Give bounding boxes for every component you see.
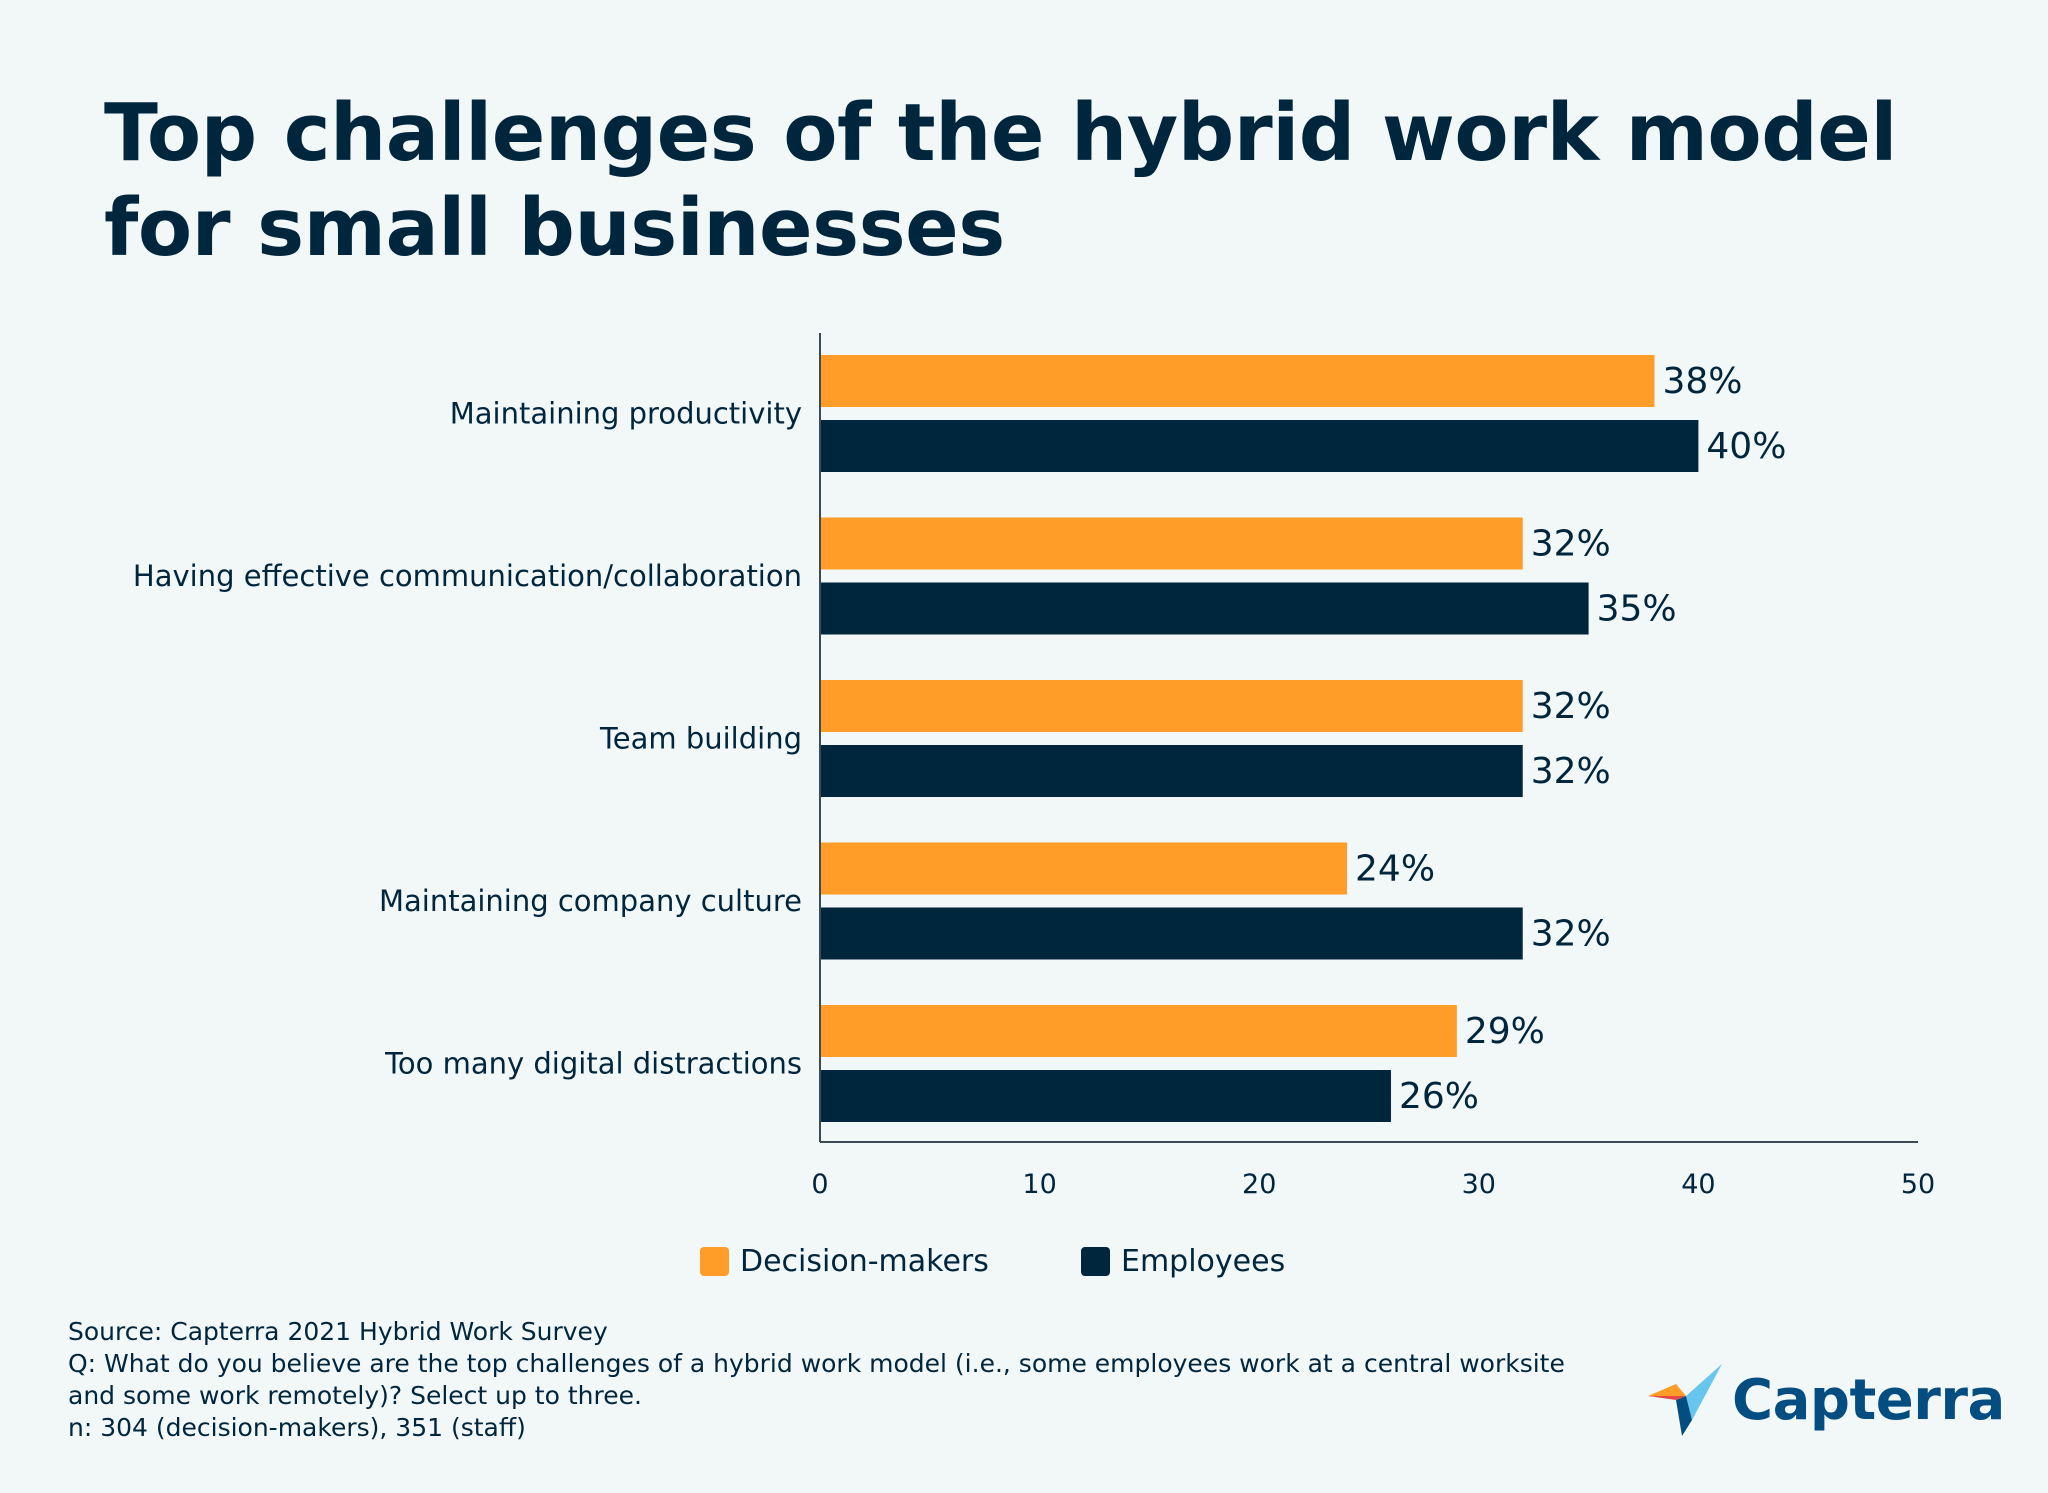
survey-question-line-2: and some work remotely)? Select up to th… — [68, 1381, 642, 1410]
bar-employees-team-building — [820, 745, 1523, 797]
bar-decision-makers-maintaining-productivity — [820, 355, 1655, 407]
category-label-maintaining-company-culture: Maintaining company culture — [379, 884, 802, 918]
survey-question-line-1: Q: What do you believe are the top chall… — [68, 1349, 1565, 1378]
data-label-decision-makers-too-many-digital-distractions: 29% — [1465, 1011, 1545, 1052]
source-line: Source: Capterra 2021 Hybrid Work Survey — [68, 1317, 608, 1346]
bar-employees-too-many-digital-distractions — [820, 1070, 1391, 1122]
data-label-employees-having-effective-communication-collaboration: 35% — [1597, 589, 1677, 630]
data-label-decision-makers-maintaining-productivity: 38% — [1662, 361, 1742, 402]
x-tick-label-10: 10 — [1022, 1169, 1056, 1200]
bar-decision-makers-having-effective-communication-collaboration — [820, 517, 1523, 570]
data-label-employees-maintaining-productivity: 40% — [1706, 426, 1786, 467]
bar-employees-having-effective-communication-collaboration — [820, 582, 1589, 635]
bar-decision-makers-too-many-digital-distractions — [820, 1005, 1457, 1057]
legend-label-decision-makers: Decision-makers — [740, 1244, 989, 1279]
legend-swatch-decision-makers — [700, 1247, 729, 1276]
category-label-too-many-digital-distractions: Too many digital distractions — [384, 1047, 802, 1081]
bar-chart: 38% 40% Maintaining productivity 32% 35% Havi… — [133, 333, 1935, 1200]
bar-decision-makers-maintaining-company-culture — [820, 842, 1348, 895]
data-label-employees-too-many-digital-distractions: 26% — [1399, 1076, 1479, 1117]
chart-title: Top challenges of the hybrid work model … — [104, 86, 1904, 276]
data-label-decision-makers-team-building: 32% — [1531, 686, 1611, 727]
x-tick-label-20: 20 — [1242, 1169, 1276, 1200]
sample-size-line: n: 304 (decision-makers), 351 (staff) — [68, 1413, 526, 1442]
category-label-having-effective-communication-collaboration: Having effective communication/collabora… — [133, 559, 802, 593]
data-label-decision-makers-maintaining-company-culture: 24% — [1355, 849, 1435, 890]
capterra-logo: Capterra — [1648, 1360, 2005, 1440]
legend-item-decision-makers: Decision-makers — [700, 1244, 989, 1279]
legend-swatch-employees — [1081, 1247, 1110, 1276]
data-label-employees-team-building: 32% — [1531, 751, 1611, 792]
bar-employees-maintaining-productivity — [820, 420, 1699, 472]
legend-label-employees: Employees — [1121, 1244, 1286, 1279]
legend-item-employees: Employees — [1081, 1244, 1285, 1279]
data-label-employees-maintaining-company-culture: 32% — [1531, 914, 1611, 955]
bar-employees-maintaining-company-culture — [820, 907, 1523, 960]
bar-decision-makers-team-building — [820, 680, 1523, 732]
chart-title-line-1: Top challenges of the hybrid work model — [104, 87, 1897, 179]
source-note: Source: Capterra 2021 Hybrid Work Survey… — [68, 1316, 1628, 1444]
x-tick-label-0: 0 — [811, 1169, 828, 1200]
capterra-arrow-icon — [1648, 1364, 1722, 1436]
x-tick-label-30: 30 — [1462, 1169, 1496, 1200]
capterra-logo-text: Capterra — [1732, 1367, 2005, 1433]
x-tick-label-50: 50 — [1901, 1169, 1935, 1200]
data-label-decision-makers-having-effective-communication-collaboration: 32% — [1531, 524, 1611, 565]
chart-title-line-2: for small businesses — [104, 182, 1005, 274]
x-tick-label-40: 40 — [1681, 1169, 1715, 1200]
category-label-team-building: Team building — [599, 722, 802, 756]
category-label-maintaining-productivity: Maintaining productivity — [450, 397, 802, 431]
